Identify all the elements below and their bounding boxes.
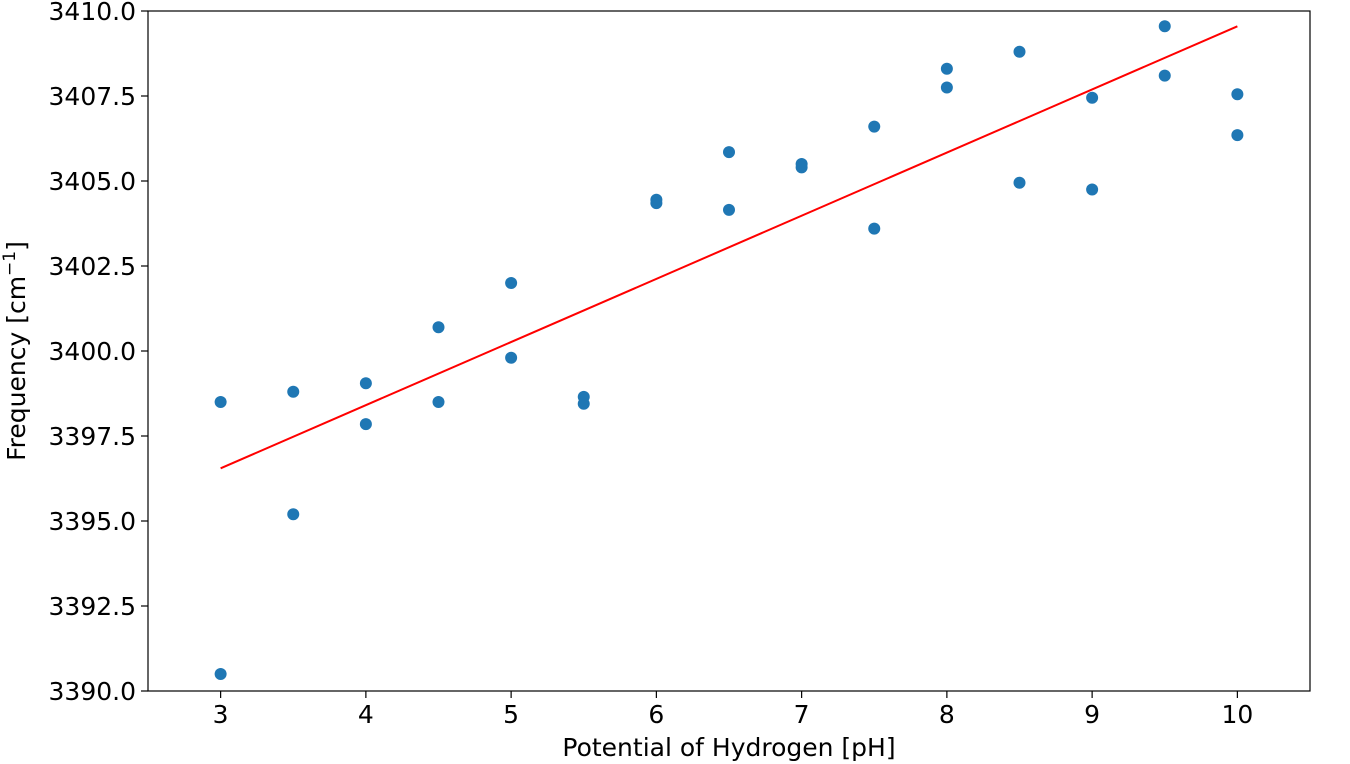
data-point: [868, 120, 881, 133]
y-axis-label-superscript: −1: [0, 251, 20, 276]
y-tick-label: 3392.5: [49, 592, 136, 621]
data-point: [287, 508, 300, 521]
y-tick-label: 3400.0: [49, 337, 136, 366]
y-axis-ticks: 3390.0 3392.5 3395.0 3397.5 3400.0 3402.5 3405…: [49, 0, 148, 706]
x-tick-label: 9: [1084, 700, 1100, 729]
y-tick-label: 3395.0: [49, 507, 136, 536]
y-tick-label: 3405.0: [49, 167, 136, 196]
plot-marks: [214, 20, 1244, 680]
x-tick-label: 5: [503, 700, 519, 729]
y-axis-label-close: ]: [2, 241, 31, 251]
y-tick-label: 3397.5: [49, 422, 136, 451]
x-tick-label: 6: [648, 700, 664, 729]
data-point: [1013, 176, 1026, 189]
data-point: [1086, 91, 1099, 104]
plot-frame: [147, 10, 1311, 692]
x-tick-label: 3: [213, 700, 229, 729]
data-point: [577, 397, 590, 410]
data-point: [940, 62, 953, 75]
data-point: [723, 203, 735, 216]
x-tick-label: 10: [1221, 700, 1253, 729]
trend-line: [220, 25, 1238, 470]
y-axis-label-main: Frequency [cm: [2, 276, 31, 461]
data-point: [1231, 129, 1244, 142]
data-point: [940, 81, 953, 94]
y-tick-label: 3407.5: [49, 82, 136, 111]
data-point: [1158, 69, 1171, 82]
x-tick-label: 4: [358, 700, 374, 729]
data-point: [723, 146, 735, 159]
data-point: [868, 222, 881, 235]
data-point: [505, 277, 518, 289]
data-point: [650, 197, 663, 210]
data-point: [1013, 45, 1026, 58]
data-point: [432, 321, 445, 334]
data-point: [432, 396, 445, 408]
data-point: [287, 385, 300, 398]
x-tick-label: 8: [939, 700, 955, 729]
y-axis-label: Frequency [cm−1]: [0, 241, 31, 461]
data-point: [359, 418, 372, 431]
data-point: [214, 668, 227, 680]
data-point: [214, 396, 227, 408]
x-tick-label: 7: [794, 700, 810, 729]
y-tick-label: 3390.0: [49, 677, 136, 706]
data-point: [1086, 183, 1099, 196]
data-point: [1231, 88, 1244, 101]
y-tick-label: 3402.5: [49, 252, 136, 281]
x-axis-ticks: 3 4 5 6 7 8 9 10: [213, 691, 1253, 729]
data-point: [359, 377, 372, 390]
y-tick-label: 3410.0: [49, 0, 136, 26]
x-axis-label: Potential of Hydrogen [pH]: [562, 733, 895, 762]
data-point: [1158, 20, 1171, 33]
data-point: [795, 161, 808, 174]
data-point: [505, 351, 518, 364]
